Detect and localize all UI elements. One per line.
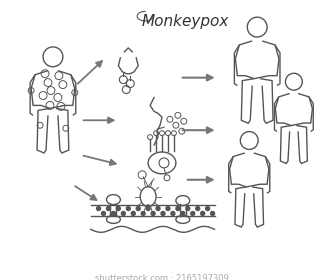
Circle shape	[131, 211, 135, 215]
Text: Monkeypox: Monkeypox	[141, 14, 228, 29]
Circle shape	[201, 211, 205, 215]
Circle shape	[101, 211, 106, 215]
Circle shape	[141, 211, 145, 215]
Circle shape	[97, 207, 100, 211]
Circle shape	[136, 207, 140, 211]
Circle shape	[111, 211, 115, 215]
Circle shape	[191, 211, 195, 215]
Circle shape	[107, 207, 111, 211]
Circle shape	[176, 207, 180, 211]
Circle shape	[151, 211, 155, 215]
Circle shape	[186, 207, 190, 211]
Circle shape	[206, 207, 210, 211]
Circle shape	[211, 211, 214, 215]
Circle shape	[196, 207, 200, 211]
Circle shape	[171, 211, 175, 215]
Circle shape	[166, 207, 170, 211]
Circle shape	[181, 211, 185, 215]
Circle shape	[121, 211, 125, 215]
Circle shape	[146, 207, 150, 211]
Circle shape	[116, 207, 120, 211]
Circle shape	[156, 207, 160, 211]
Circle shape	[126, 207, 130, 211]
Text: shutterstock.com · 2165197309: shutterstock.com · 2165197309	[95, 274, 229, 280]
Circle shape	[161, 211, 165, 215]
